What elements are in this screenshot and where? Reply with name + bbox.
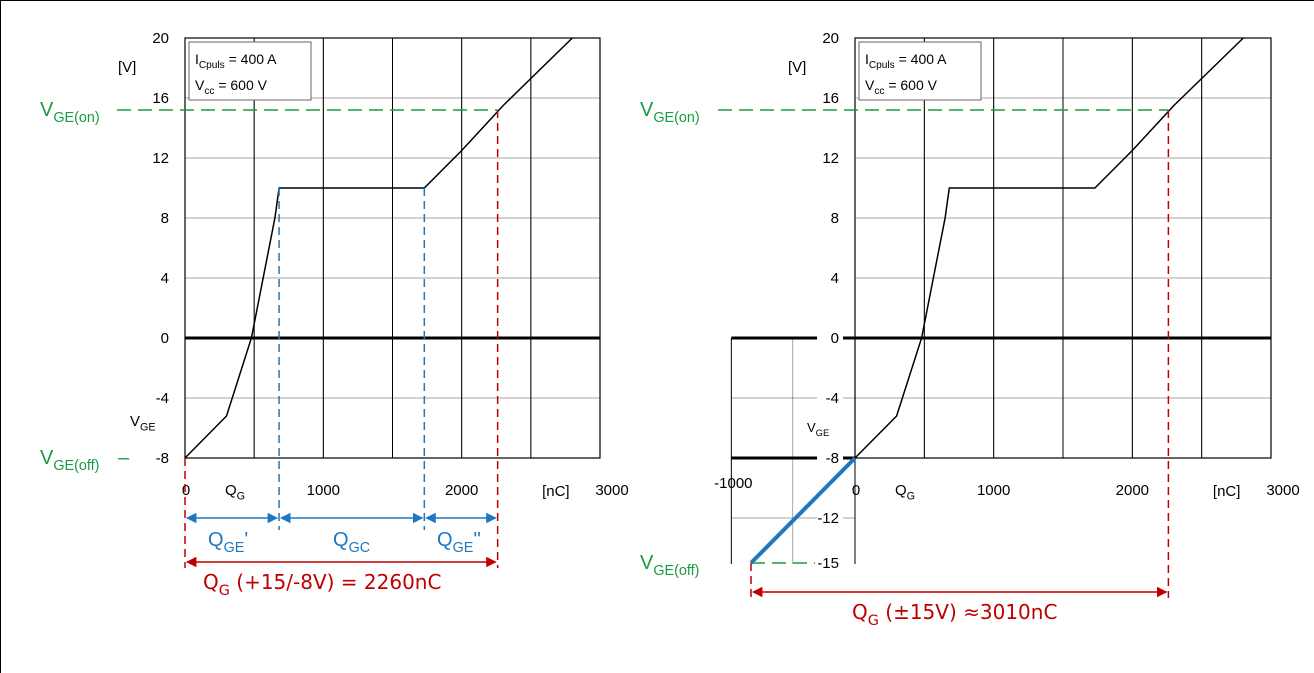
legend: ICpuls = 400 A Vcc = 600 V	[858, 41, 982, 101]
y-tick-label: 4	[161, 270, 169, 287]
y-axis-unit: [V]	[788, 59, 806, 76]
x-tick-label: 3000	[595, 482, 628, 499]
vge-off-dash: –	[118, 447, 130, 469]
extended-negative-region: 0 -4 -8 -12 -15 -1000 VGE	[714, 328, 856, 572]
ext-x-tick-label: -1000	[714, 475, 752, 492]
x-tick-label: 3000	[1266, 482, 1299, 499]
x-tick-label: 2000	[1116, 482, 1149, 499]
y-tick-label: 12	[152, 150, 169, 167]
series-line-vge	[184, 37, 573, 459]
ext-y-tick-label: -15	[817, 555, 839, 572]
qg-total-label: QG (+15/-8V) = 2260nC	[203, 570, 441, 599]
ext-tick-bg	[817, 553, 843, 571]
x-axis-label: QG	[225, 482, 245, 503]
chart-right: ICpuls = 400 A Vcc = 600 V 20 16 12 8 4 0 -4 [V] 0…	[640, 30, 1300, 629]
x-tick-label: 0	[852, 482, 860, 499]
y-tick-label: 16	[822, 90, 839, 107]
y-axis-label: VGE	[807, 420, 829, 438]
legend-entry-icpuls: ICpuls = 400 A	[865, 51, 947, 71]
ext-tick-bg	[817, 448, 843, 466]
vge-on-label: VGE(on)	[40, 99, 100, 126]
y-tick-label: 0	[161, 330, 169, 347]
x-axis-unit: [nC]	[542, 483, 570, 500]
legend-box	[858, 41, 982, 101]
ext-tick-bg	[817, 328, 843, 346]
y-tick-label: 20	[152, 30, 169, 47]
vge-on-label: VGE(on)	[640, 99, 700, 126]
y-tick-label: -4	[156, 390, 169, 407]
series-line-vge	[854, 37, 1244, 459]
series-line-negative-drive	[749, 456, 857, 565]
y-axis-unit: [V]	[118, 59, 136, 76]
x-tick-label: 0	[182, 482, 190, 499]
plot-frame	[184, 37, 601, 459]
y-tick-label: 12	[822, 150, 839, 167]
x-axis-unit: [nC]	[1213, 483, 1241, 500]
ext-tick-bg	[817, 508, 843, 526]
ext-y-tick-label: 0	[831, 330, 839, 347]
qg-total-label: QG (±15V) ≈3010nC	[852, 600, 1057, 629]
x-tick-label: 1000	[307, 482, 340, 499]
y-tick-label: 4	[831, 270, 839, 287]
ext-tick-bg	[817, 388, 843, 406]
y-axis-label: VGE	[130, 413, 156, 434]
legend-entry-vcc: Vcc = 600 V	[865, 77, 938, 97]
y-tick-label: 20	[822, 30, 839, 47]
y-tick-label: 8	[831, 210, 839, 227]
ext-y-tick-label: -8	[826, 450, 839, 467]
legend-box	[188, 41, 312, 101]
y-tick-label: 16	[152, 90, 169, 107]
chart-left: ICpuls = 400 A Vcc = 600 V 20 16 12 8 4 0 -4 -8 [V…	[40, 30, 629, 599]
qgc-label: QGC	[333, 529, 370, 556]
qge2-label: QGE''	[437, 529, 481, 556]
ext-y-tick-label: -12	[817, 510, 839, 527]
plot-frame	[854, 37, 1272, 459]
y-tick-label: 8	[161, 210, 169, 227]
x-axis-label: QG	[895, 482, 915, 503]
legend-entry-vcc: Vcc = 600 V	[195, 77, 268, 97]
legend: ICpuls = 400 A Vcc = 600 V	[188, 41, 312, 101]
x-tick-label: 2000	[445, 482, 478, 499]
vge-off-label: VGE(off)	[640, 552, 699, 579]
x-tick-label: 1000	[977, 482, 1010, 499]
qge1-label: QGE'	[208, 529, 248, 556]
vge-off-label: VGE(off)	[40, 447, 99, 474]
ext-y-tick-label: -4	[826, 390, 839, 407]
y-tick-label: -8	[156, 450, 169, 467]
legend-entry-icpuls: ICpuls = 400 A	[195, 51, 277, 71]
